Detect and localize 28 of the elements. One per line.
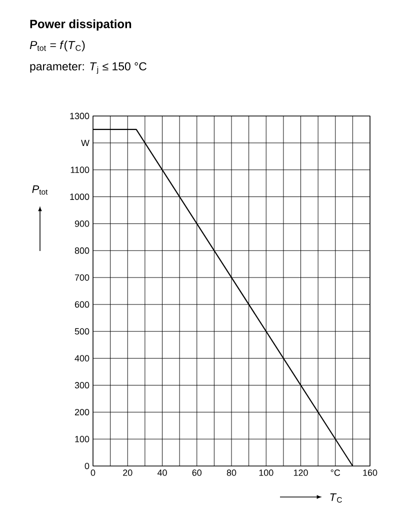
y-tick-label: 300 [74, 382, 90, 388]
x-tick-label: 60 [192, 470, 202, 476]
x-tick-label: 80 [226, 470, 236, 476]
x-tick-label: 120 [294, 470, 308, 476]
y-tick-label: 900 [74, 220, 90, 227]
x-tick-label: 0 [90, 470, 96, 476]
x-tick-label: 100 [259, 470, 274, 476]
x-tick-label: °C [330, 470, 340, 476]
x-tick-label: 40 [157, 470, 167, 476]
y-tick-label: 800 [74, 247, 90, 254]
y-axis-title: P$_{tot}$ [32, 185, 48, 195]
x-tick-label: 160 [363, 470, 378, 476]
y-tick-label: 1100 [70, 166, 90, 174]
y-tick-label: 1300 [70, 112, 90, 120]
chart-title: Power dissipation [30, 19, 132, 31]
x-tick-label: 20 [123, 470, 132, 476]
y-tick-label: 0 [84, 462, 90, 470]
x-axis-title: T$_{C}$ [330, 493, 342, 503]
y-tick-label: W [81, 140, 90, 146]
y-tick-label: 500 [74, 328, 90, 335]
y-tick-label: 700 [74, 274, 90, 281]
text: parameter: T$_{j}$ ≤ 150 °C [30, 62, 146, 74]
y-tick-label: 100 [75, 436, 90, 442]
y-tick-label: 200 [74, 408, 90, 416]
y-tick-label: 600 [74, 301, 90, 308]
y-tick-label: 400 [74, 355, 90, 362]
y-tick-label: 1000 [70, 194, 90, 200]
chart-subtitle: P$_{tot}$ = f(T$_{C}$) [30, 40, 85, 52]
